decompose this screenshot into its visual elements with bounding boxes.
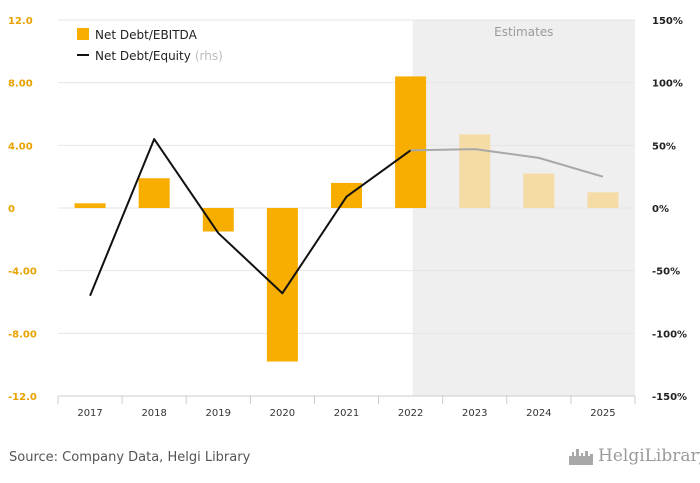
legend: Net Debt/EBITDA Net Debt/Equity (rhs) — [77, 28, 223, 63]
right-tick-label: 150% — [652, 16, 683, 27]
bar — [202, 208, 234, 232]
bar — [266, 208, 298, 362]
x-tick-label: 2018 — [141, 408, 166, 419]
left-tick-label: -8.00 — [8, 329, 37, 340]
legend-label-line-suffix: (rhs) — [195, 49, 223, 63]
legend-label-line-name: Net Debt/Equity — [95, 49, 191, 63]
right-tick-label: 50% — [652, 141, 676, 152]
bar — [395, 76, 427, 209]
right-tick-label: -100% — [652, 329, 687, 340]
axes: 12.0 8.00 4.00 0 -4.00 -8.00 -12.0 150% 100% 50% 0… — [8, 16, 687, 419]
left-tick-label: -12.0 — [8, 392, 37, 403]
brand-logo: HelgiLibrary — [568, 446, 700, 466]
bar — [523, 173, 555, 208]
x-tick-label: 2025 — [590, 408, 615, 419]
x-tick-label: 2021 — [334, 408, 359, 419]
bar — [74, 203, 106, 208]
brand-name: HelgiLibrary — [598, 446, 700, 466]
x-tick-label: 2024 — [526, 408, 551, 419]
line-series — [89, 138, 604, 297]
right-tick-label: -50% — [652, 267, 680, 278]
left-tick-label: 4.00 — [8, 141, 33, 152]
legend-swatch-bar — [77, 28, 89, 40]
left-tick-label: 12.0 — [8, 16, 33, 27]
x-tick-label: 2023 — [462, 408, 487, 419]
x-tick-label: 2020 — [270, 408, 295, 419]
chart: Estimates 12.0 8.00 4.00 0 -4.00 -8.00 -12.0 15… — [8, 16, 687, 419]
x-tick-label: 2017 — [77, 408, 102, 419]
line-estimate — [410, 148, 604, 178]
right-tick-label: 100% — [652, 79, 683, 90]
bar — [138, 178, 170, 208]
x-tick-label: 2019 — [206, 408, 231, 419]
right-tick-label: -150% — [652, 392, 687, 403]
legend-label-line: Net Debt/Equity (rhs) — [95, 49, 223, 63]
bar-series — [74, 76, 619, 362]
left-tick-label: 0 — [8, 204, 15, 215]
x-tick-label: 2022 — [398, 408, 423, 419]
line-actual — [89, 138, 412, 297]
left-tick-label: -4.00 — [8, 267, 37, 278]
city-skyline-icon — [569, 449, 593, 465]
bar — [331, 182, 362, 208]
estimates-label: Estimates — [494, 25, 553, 39]
bar — [459, 134, 491, 208]
source-note: Source: Company Data, Helgi Library — [9, 450, 251, 465]
bar — [587, 192, 619, 208]
right-tick-label: 0% — [652, 204, 669, 215]
left-tick-label: 8.00 — [8, 79, 33, 90]
legend-label-bar: Net Debt/EBITDA — [95, 28, 198, 42]
